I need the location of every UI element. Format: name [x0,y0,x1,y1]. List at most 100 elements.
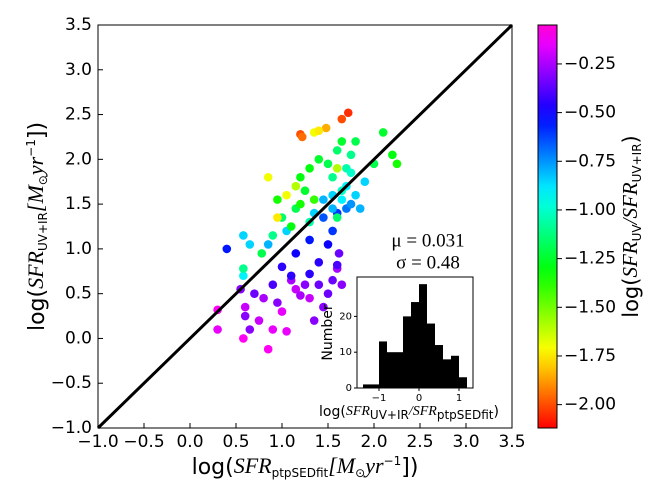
colorbar-tick-label: −2.00 [564,395,616,415]
point [360,177,370,187]
point [240,311,250,321]
histogram-bar [363,384,371,388]
point [337,280,347,290]
point [282,190,291,200]
label-part: UV+IR [370,408,409,422]
y-axis-label: log(SFRUV+IR[M⊙yr−1]) [23,122,50,331]
label-part: UV [630,224,644,242]
label-part: ⊙ [355,466,365,480]
label-part: ptpSEDfit [272,466,329,480]
label-part: ]) [25,122,50,139]
histogram-bar [387,352,395,388]
histogram-bar [427,323,435,388]
point [296,199,305,209]
colorbar-tick-label: −1.00 [564,200,616,220]
label-part: SFR [346,404,371,419]
point [334,249,344,258]
y-tick-label: 1.5 [65,194,92,214]
point [250,289,259,298]
point [314,155,324,164]
x-tick-label: −0.5 [123,432,164,452]
y-tick-label: 0.0 [65,328,92,348]
label-part: SFR [23,250,48,288]
point [332,163,342,173]
point [328,226,337,236]
histogram-bar [395,352,403,388]
point [328,275,337,285]
point [291,181,301,191]
y-tick-label: −1.0 [51,418,92,438]
y-tick-label: −0.5 [51,373,92,393]
label-part: log( [619,278,643,318]
point [392,159,402,169]
point [314,280,324,290]
point [282,326,291,336]
label-part: −1 [24,139,38,157]
point [321,123,331,133]
point [239,231,248,240]
point [337,114,347,124]
label-part: ⊙ [36,175,50,185]
label-part: SFR [618,241,642,277]
point [273,298,282,307]
inset-y-tick-label: 20 [339,311,352,322]
label-part: SFR [413,404,438,419]
point [314,258,324,267]
point [259,293,268,303]
point [332,260,342,270]
point [351,190,360,200]
point [346,150,356,160]
point [309,195,319,204]
label-part: / [618,216,642,225]
y-tick-label: 0.5 [65,284,92,304]
inset-y-tick-label: 10 [339,347,352,358]
x-tick-label: 3.5 [498,432,525,452]
point [297,132,307,142]
inset-x-tick-label: 1 [456,393,462,404]
point [305,293,314,303]
y-tick-label: 3.5 [65,15,92,35]
inset-x-label: log(SFRUV+IR/SFRptpSEDfit) [319,404,499,422]
label-part: ) [619,135,643,143]
point [378,128,388,137]
point [296,172,305,182]
point [263,240,273,249]
point [355,204,365,213]
point [328,204,337,213]
point [268,325,278,334]
annotation: σ = 0.48 [396,252,460,273]
colorbar [537,24,558,429]
inset-frame [356,276,474,389]
inset-y-label: Number [320,304,336,360]
y-tick-label: 2.5 [65,105,92,125]
x-axis-label: log(SFRptpSEDfit[M⊙yr−1]) [192,453,419,480]
x-tick-label: 0.5 [222,432,249,452]
histogram-bar [435,345,443,388]
point [263,172,273,182]
histogram-bar [459,377,467,388]
point [314,126,324,135]
point [239,334,248,343]
label-part: UV+IR [630,143,644,182]
colorbar-label: log(SFRUV/SFRUV+IR) [618,135,644,318]
colorbar-tick-label: −0.50 [564,103,616,123]
label-part: ) [494,404,499,420]
point [273,195,282,204]
y-tick-label: 2.0 [65,149,92,169]
plot-frame [97,24,513,429]
point [268,231,278,240]
point [273,213,282,222]
point [305,235,314,245]
point [351,137,360,146]
inset-y-tick-label: 0 [346,383,352,394]
y-tick-label: 1.0 [65,239,92,259]
point [239,264,248,273]
histogram-bar [451,355,459,388]
point [277,262,287,272]
point [388,150,397,160]
label-part: yr [363,453,384,478]
x-tick-label: 2.0 [360,432,387,452]
point [291,284,301,294]
point [319,213,328,222]
colorbar-tick-label: −1.25 [564,249,616,269]
